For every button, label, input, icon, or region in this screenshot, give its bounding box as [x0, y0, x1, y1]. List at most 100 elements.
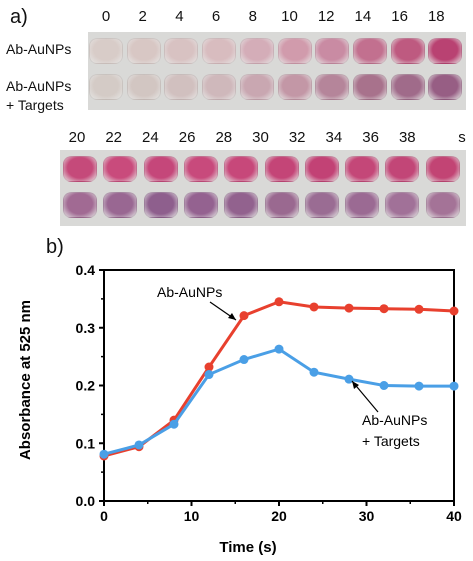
plate1-bottom-well-1 [126, 74, 161, 100]
series-0-point-7 [344, 303, 354, 313]
annotation-ab-aunps: Ab-AuNPs [157, 284, 222, 300]
plate2-top-well-0 [63, 156, 97, 182]
plate2-top-well-6 [304, 156, 339, 182]
time-label-30: 30 [252, 129, 269, 146]
series-0-point-4 [239, 311, 249, 321]
x-tick-label-30: 30 [359, 508, 375, 524]
series-1-point-4 [239, 355, 249, 365]
plate2-bottom-well-2 [143, 192, 178, 218]
time-label-12: 12 [317, 8, 335, 25]
time-label-38: 38 [398, 129, 416, 146]
plate1-top-well-7 [352, 38, 387, 64]
time-label-22: 22 [105, 129, 123, 146]
series-0-point-5 [274, 297, 284, 307]
plate2-bottom-well-0 [63, 192, 97, 218]
x-tick-label-40: 40 [446, 508, 462, 524]
x-tick-label-10: 10 [184, 508, 200, 524]
plate2-top-well-1 [103, 156, 138, 182]
time-label-36: 36 [362, 129, 379, 146]
time-label-24: 24 [142, 129, 159, 146]
plate1-bottom-well-6 [315, 74, 350, 100]
chart-axes: 0 10 20 30 40 0.0 0.1 0.2 0.3 0.4 [76, 262, 462, 524]
time-label-4: 4 [175, 8, 184, 25]
row-label-ab-aunps: Ab-AuNPs [6, 41, 72, 57]
plate1-bottom-well-2 [164, 74, 199, 100]
series-1-point-5 [274, 344, 284, 354]
series-1-point-6 [309, 367, 319, 377]
panel-b-label: b) [46, 236, 64, 258]
plate1-bottom-well-3 [202, 74, 237, 100]
time-label-16: 16 [391, 8, 408, 25]
time-label-18: 18 [427, 8, 445, 25]
time-label-28: 28 [215, 129, 233, 146]
plate2-bottom-well-5 [264, 192, 299, 218]
plate2-bottom-well-4 [224, 192, 259, 218]
plate1-bottom-well-5 [277, 74, 312, 100]
series-0-point-3 [204, 362, 214, 372]
plate2-top-well-4 [224, 156, 259, 182]
chart-series [99, 297, 459, 461]
plate1-bottom-well-4 [239, 74, 274, 100]
series-1-point-0 [99, 449, 109, 459]
plate2-bottom-well-3 [183, 192, 218, 218]
plate1-top-well-3 [202, 38, 237, 64]
series-1-point-10 [449, 381, 459, 391]
time-label-6: 6 [211, 8, 221, 25]
x-tick-label-20: 20 [271, 508, 287, 524]
plate2-top-well-7 [345, 156, 380, 182]
series-0-point-8 [379, 304, 389, 314]
row-label-ab-aunps-targets-line2: + Targets [6, 97, 64, 113]
x-axis-label: Time (s) [219, 539, 276, 556]
time-label-20: 20 [68, 129, 86, 146]
plate2-bottom-well-9 [425, 192, 460, 218]
series-1-point-1 [134, 440, 144, 450]
annotation-ab-aunps-targets-line1: Ab-AuNPs [362, 412, 427, 428]
series-0-point-6 [309, 302, 319, 312]
plate2-bottom-well-7 [345, 192, 380, 218]
time-label-14: 14 [354, 8, 372, 25]
plate2-top-well-8 [385, 156, 420, 182]
time-label-26: 26 [178, 129, 196, 146]
y-tick-label-0.1: 0.1 [76, 435, 96, 451]
annotation-arrowhead-targets [352, 381, 359, 389]
plate2-bottom-well-8 [385, 192, 420, 218]
plate2-top-well-5 [264, 156, 299, 182]
annotation-ab-aunps-targets-line2: + Targets [362, 433, 420, 449]
plate1-top-well-9 [428, 38, 463, 64]
y-tick-label-0.0: 0.0 [76, 493, 96, 509]
time-label-2: 2 [138, 8, 147, 25]
series-1-point-3 [204, 370, 214, 380]
series-1-point-9 [414, 381, 424, 391]
x-tick-label-0: 0 [100, 508, 108, 524]
y-axis-label: Absorbance at 525 nm [17, 300, 34, 460]
plate1-top-well-1 [126, 38, 161, 64]
plate2-bottom-well-6 [304, 192, 339, 218]
series-0-point-10 [449, 306, 459, 316]
time-label-34: 34 [325, 129, 343, 146]
series-0-point-9 [414, 304, 424, 314]
series-1-point-2 [169, 419, 179, 429]
well-plate-2 [60, 150, 466, 226]
plate1-top-well-5 [277, 38, 312, 64]
plate1-bottom-well-7 [352, 74, 387, 100]
plate1-top-well-2 [164, 38, 199, 64]
y-tick-label-0.4: 0.4 [76, 262, 96, 278]
well-plate-1 [88, 32, 466, 110]
plate1-top-well-6 [315, 38, 350, 64]
row-label-ab-aunps-targets-line1: Ab-AuNPs [6, 78, 72, 94]
plate2-top-well-3 [183, 156, 218, 182]
plate1-bottom-well-8 [390, 74, 425, 100]
plate2-top-well-9 [425, 156, 460, 182]
time-label-32: 32 [288, 129, 306, 146]
time-label-8: 8 [248, 8, 257, 25]
plate1-top-well-8 [390, 38, 425, 64]
plate2-bottom-well-1 [103, 192, 138, 218]
time-label-0: 0 [101, 8, 111, 25]
annotation-arrowhead-ab-aunps [228, 313, 236, 320]
y-tick-label-0.3: 0.3 [76, 320, 96, 336]
y-tick-label-0.2: 0.2 [76, 378, 96, 394]
plate2-top-well-2 [143, 156, 178, 182]
series-1-point-8 [379, 381, 389, 390]
plate1-top-well-4 [239, 38, 274, 64]
